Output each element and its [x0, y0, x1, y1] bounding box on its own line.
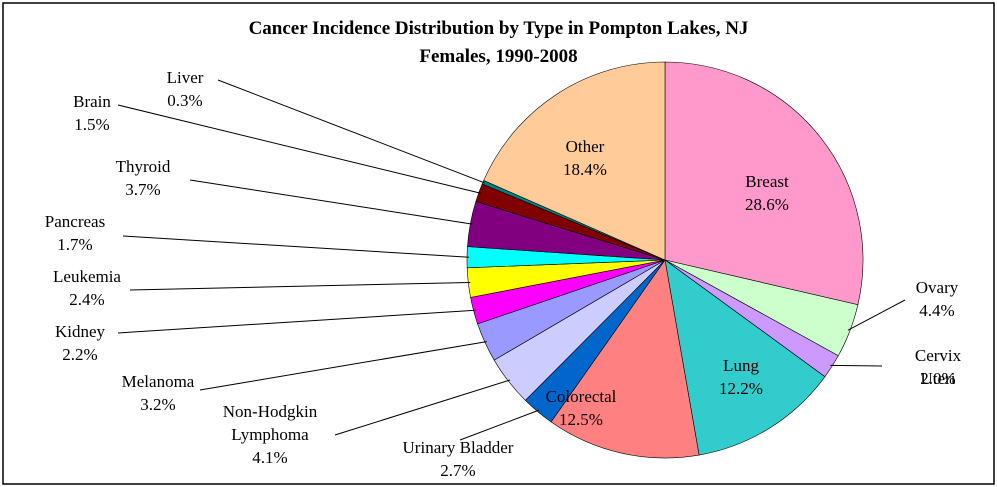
slice-label: Lung — [723, 356, 759, 375]
slice-value-label: 1.7% — [57, 235, 93, 254]
slice-label: Leukemia — [53, 267, 121, 286]
slice-value-label: 0.3% — [167, 91, 203, 110]
slice-label: Urinary Bladder — [402, 438, 514, 457]
leader-line — [129, 281, 471, 291]
pie-slice — [550, 259, 700, 459]
slice-label: Ovary — [915, 278, 959, 297]
slice-value-label: 4.1% — [252, 448, 288, 467]
chart-subtitle: Females, 1990-2008 — [419, 46, 578, 67]
pie-slice — [664, 61, 864, 306]
slice-value-label: 3.7% — [125, 180, 161, 199]
leader-line — [117, 104, 481, 194]
pie-slice — [664, 259, 826, 456]
leader-line — [847, 299, 906, 331]
slice-label: Colorectal — [545, 387, 617, 406]
slice-value-label: 12.2% — [719, 379, 763, 398]
slice-value-label: 4.4% — [919, 301, 955, 320]
slice-label: Pancreas — [44, 212, 106, 231]
slice-label: Brain — [73, 92, 111, 111]
chart-title: Cancer Incidence Distribution by Type in… — [248, 18, 749, 39]
slice-value-label: 2.4% — [69, 290, 105, 309]
slice-label: Kidney — [54, 322, 106, 341]
slice-label: Thyroid — [115, 157, 171, 176]
slice-label: Other — [565, 137, 605, 156]
slice-label: Non-Hodgkin Lymphoma — [222, 402, 318, 444]
leader-line — [189, 179, 473, 225]
leader-line — [122, 235, 470, 258]
slice-value-label: 28.6% — [745, 195, 789, 214]
slice-label: Liver — [166, 68, 204, 87]
slice-label: Melanoma — [121, 372, 195, 391]
slice-value-label: 12.5% — [559, 410, 603, 429]
leader-line — [334, 379, 511, 436]
slice-label: Breast — [745, 172, 789, 191]
slice-value-label: 2.0% — [920, 369, 956, 388]
leader-line — [459, 409, 540, 441]
leader-line — [217, 79, 485, 184]
slice-value-label: 3.2% — [140, 395, 176, 414]
leader-line — [830, 364, 883, 367]
slice-label: Cervix Uteri — [914, 346, 962, 388]
slice-value-label: 1.5% — [74, 115, 110, 134]
leader-line — [117, 309, 476, 334]
slice-value-label: 2.7% — [440, 461, 476, 480]
slice-value-label: 2.2% — [62, 345, 98, 364]
pie-slice — [483, 61, 666, 261]
leader-line — [199, 341, 487, 391]
slice-value-label: 18.4% — [563, 160, 607, 179]
